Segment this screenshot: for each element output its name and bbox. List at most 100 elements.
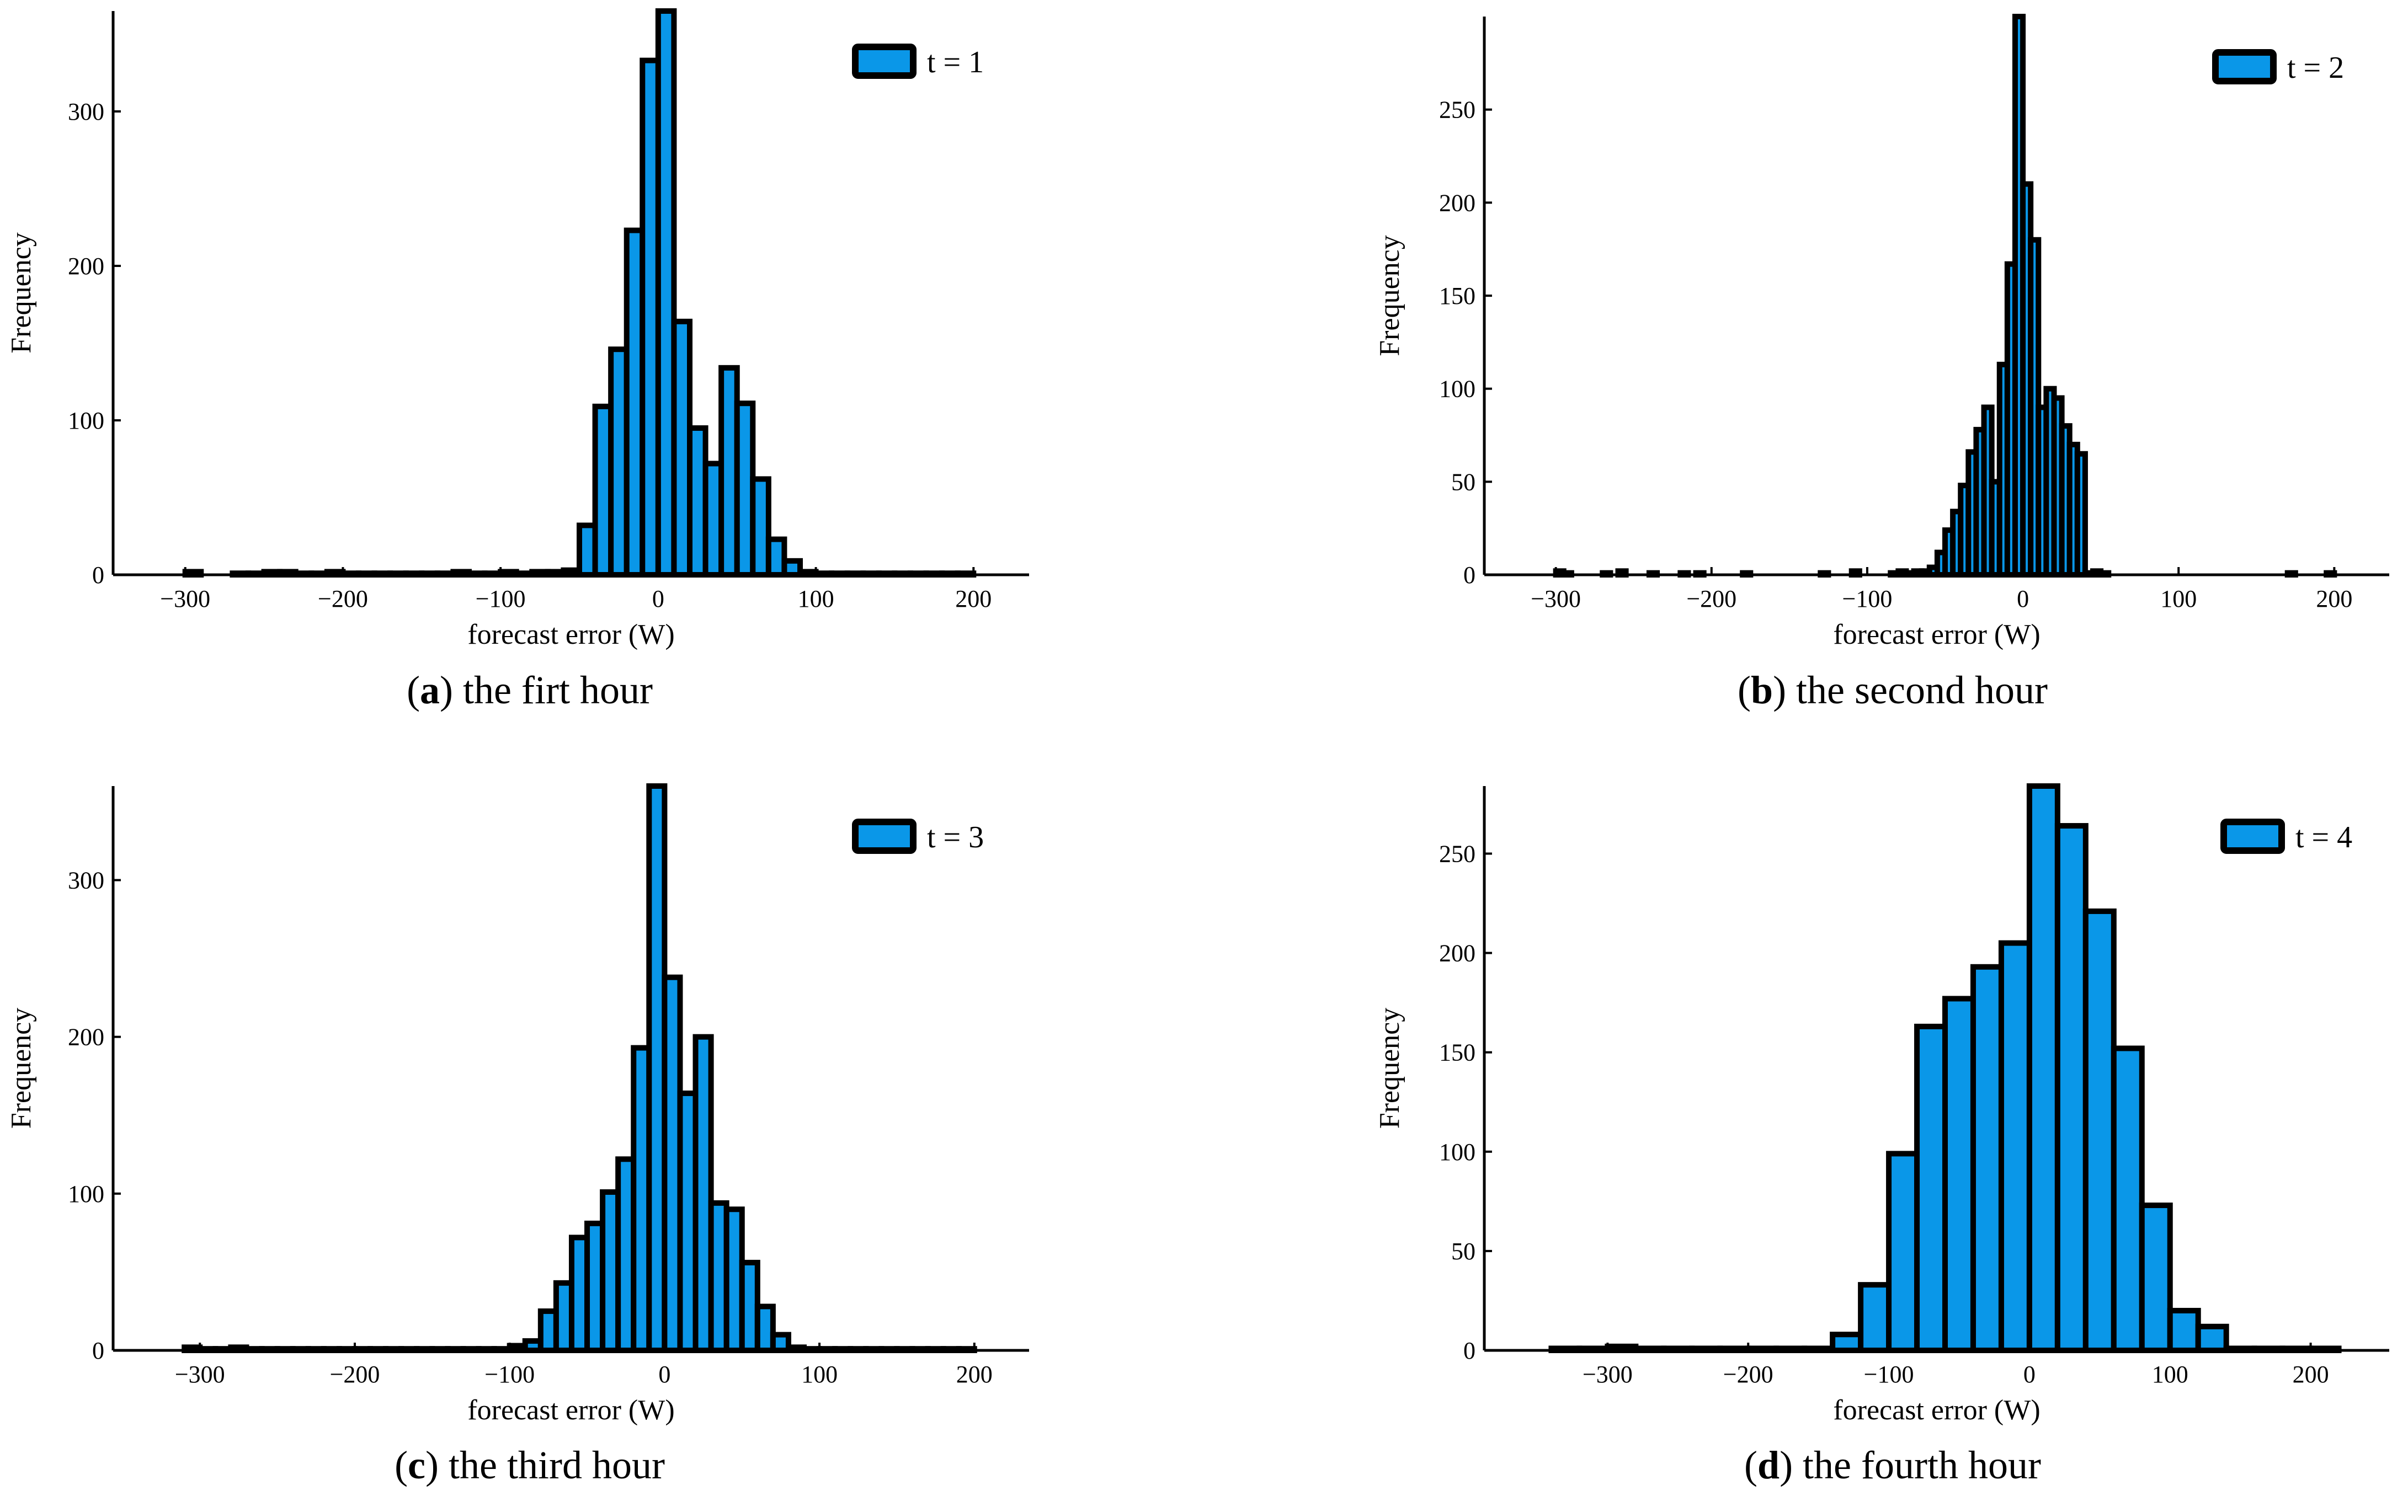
legend-swatch bbox=[852, 44, 917, 79]
caption-paren-open: ( bbox=[1744, 1443, 1757, 1487]
y-tick-label: 0 bbox=[92, 562, 104, 589]
legend-label: t = 4 bbox=[2295, 820, 2352, 854]
caption-title: ) the fourth hour bbox=[1780, 1443, 2041, 1487]
histogram-bar bbox=[1858, 1282, 1892, 1354]
caption-letter: a bbox=[420, 668, 440, 712]
legend-swatch bbox=[2220, 819, 2285, 854]
legend-label: t = 3 bbox=[927, 820, 984, 854]
y-tick-label: 100 bbox=[68, 1180, 104, 1208]
caption-paren-open: ( bbox=[407, 668, 420, 712]
panel-caption: (c) the third hour bbox=[395, 1443, 665, 1487]
y-axis-title: Frequency bbox=[1374, 1008, 1405, 1129]
histogram-bar bbox=[2139, 1203, 2173, 1353]
histogram-bar bbox=[2054, 823, 2089, 1353]
y-tick-label: 200 bbox=[1439, 940, 1475, 967]
y-tick-label: 100 bbox=[68, 407, 104, 434]
histogram-bar bbox=[2195, 1323, 2229, 1354]
legend: t = 3 bbox=[852, 819, 984, 854]
x-tick-label: 200 bbox=[955, 585, 992, 612]
histogram-bar bbox=[2026, 783, 2060, 1353]
y-tick-label: 0 bbox=[1463, 562, 1475, 589]
x-tick-label: −300 bbox=[1583, 1361, 1633, 1388]
x-tick-label: −100 bbox=[1864, 1361, 1914, 1388]
x-tick-label: 200 bbox=[2293, 1361, 2329, 1388]
x-tick-label: −200 bbox=[1723, 1361, 1773, 1388]
x-tick-label: 0 bbox=[2023, 1361, 2036, 1388]
x-tick-label: −300 bbox=[1531, 585, 1581, 612]
histogram-bar bbox=[2074, 451, 2088, 578]
legend-swatch bbox=[852, 819, 917, 854]
caption-title: ) the second hour bbox=[1773, 668, 2048, 712]
y-tick-label: 0 bbox=[1463, 1337, 1475, 1364]
x-axis-title: forecast error (W) bbox=[1833, 1395, 2040, 1426]
x-tick-label: −100 bbox=[476, 585, 526, 612]
x-axis-title: forecast error (W) bbox=[1833, 619, 2040, 650]
bars-c bbox=[182, 783, 977, 1354]
x-tick-label: 0 bbox=[652, 585, 664, 612]
y-axis-title: Frequency bbox=[6, 232, 37, 353]
caption-letter: c bbox=[408, 1443, 425, 1487]
y-tick-label: 50 bbox=[1451, 1238, 1475, 1265]
x-tick-label: −200 bbox=[1686, 585, 1736, 612]
x-tick-label: 100 bbox=[798, 585, 834, 612]
x-tick-label: 200 bbox=[2316, 585, 2352, 612]
caption-title: ) the third hour bbox=[425, 1443, 665, 1487]
legend: t = 4 bbox=[2220, 819, 2352, 854]
x-tick-label: 100 bbox=[2160, 585, 2197, 612]
caption-title: ) the firt hour bbox=[440, 668, 653, 712]
y-tick-label: 250 bbox=[1439, 97, 1475, 124]
x-tick-label: −300 bbox=[175, 1361, 225, 1388]
bars-b bbox=[1553, 14, 2337, 578]
histogram-bar bbox=[2082, 908, 2117, 1353]
histogram-bar bbox=[2167, 1307, 2201, 1354]
legend-label: t = 1 bbox=[927, 45, 984, 79]
y-tick-label: 200 bbox=[68, 1024, 104, 1051]
y-tick-label: 300 bbox=[68, 98, 104, 125]
x-tick-label: 0 bbox=[658, 1361, 670, 1388]
caption-letter: b bbox=[1751, 668, 1773, 712]
legend-swatch bbox=[2212, 49, 2277, 84]
histogram-bar bbox=[1942, 996, 1976, 1353]
histogram-bar bbox=[1830, 1332, 1864, 1354]
chart-panel-c: −300 −200 −100 0 100 200 0 100 200 300 forecast er… bbox=[6, 783, 1029, 1487]
x-tick-label: −100 bbox=[1842, 585, 1893, 612]
x-tick-label: 100 bbox=[801, 1361, 838, 1388]
legend-label: t = 2 bbox=[2287, 51, 2344, 85]
x-tick-label: −200 bbox=[318, 585, 368, 612]
panel-caption: (a) the firt hour bbox=[407, 668, 653, 712]
x-tick-label: −100 bbox=[484, 1361, 535, 1388]
chart-panel-a: −300 −200 −100 0 100 200 0 100 200 300 forecast er… bbox=[6, 8, 1029, 712]
x-tick-label: −200 bbox=[330, 1361, 380, 1388]
y-tick-label: 50 bbox=[1451, 468, 1475, 495]
y-tick-label: 200 bbox=[68, 253, 104, 280]
panel-caption: (b) the second hour bbox=[1738, 668, 2048, 712]
x-tick-label: 0 bbox=[2017, 585, 2029, 612]
y-tick-label: 150 bbox=[1439, 1039, 1475, 1066]
histogram-bar bbox=[2111, 1045, 2145, 1353]
x-axis-title: forecast error (W) bbox=[467, 1395, 674, 1426]
caption-paren-open: ( bbox=[1738, 668, 1751, 712]
histogram-bar bbox=[1914, 1023, 1948, 1353]
legend: t = 1 bbox=[852, 44, 984, 79]
x-tick-label: 200 bbox=[956, 1361, 993, 1388]
y-tick-label: 100 bbox=[1439, 1139, 1475, 1166]
caption-paren-open: ( bbox=[395, 1443, 408, 1487]
histogram-bar bbox=[1970, 964, 2004, 1353]
y-tick-label: 200 bbox=[1439, 189, 1475, 216]
y-tick-label: 250 bbox=[1439, 840, 1475, 867]
x-tick-label: 100 bbox=[2152, 1361, 2188, 1388]
x-axis-title: forecast error (W) bbox=[467, 619, 674, 650]
histogram-bar bbox=[1998, 940, 2032, 1353]
histogram-bar bbox=[1886, 1151, 1920, 1354]
legend: t = 2 bbox=[2212, 49, 2344, 85]
y-tick-label: 150 bbox=[1439, 282, 1475, 309]
y-tick-label: 0 bbox=[92, 1337, 104, 1364]
caption-letter: d bbox=[1757, 1443, 1780, 1487]
y-tick-label: 100 bbox=[1439, 376, 1475, 403]
bars-d bbox=[1548, 783, 2342, 1354]
panel-caption: (d) the fourth hour bbox=[1744, 1443, 2041, 1487]
y-tick-label: 300 bbox=[68, 867, 104, 894]
chart-panel-d: −300 −200 −100 0 100 200 0 50 100 150 200 250 foreca… bbox=[1374, 783, 2389, 1487]
y-axis-title: Frequency bbox=[1374, 235, 1405, 356]
